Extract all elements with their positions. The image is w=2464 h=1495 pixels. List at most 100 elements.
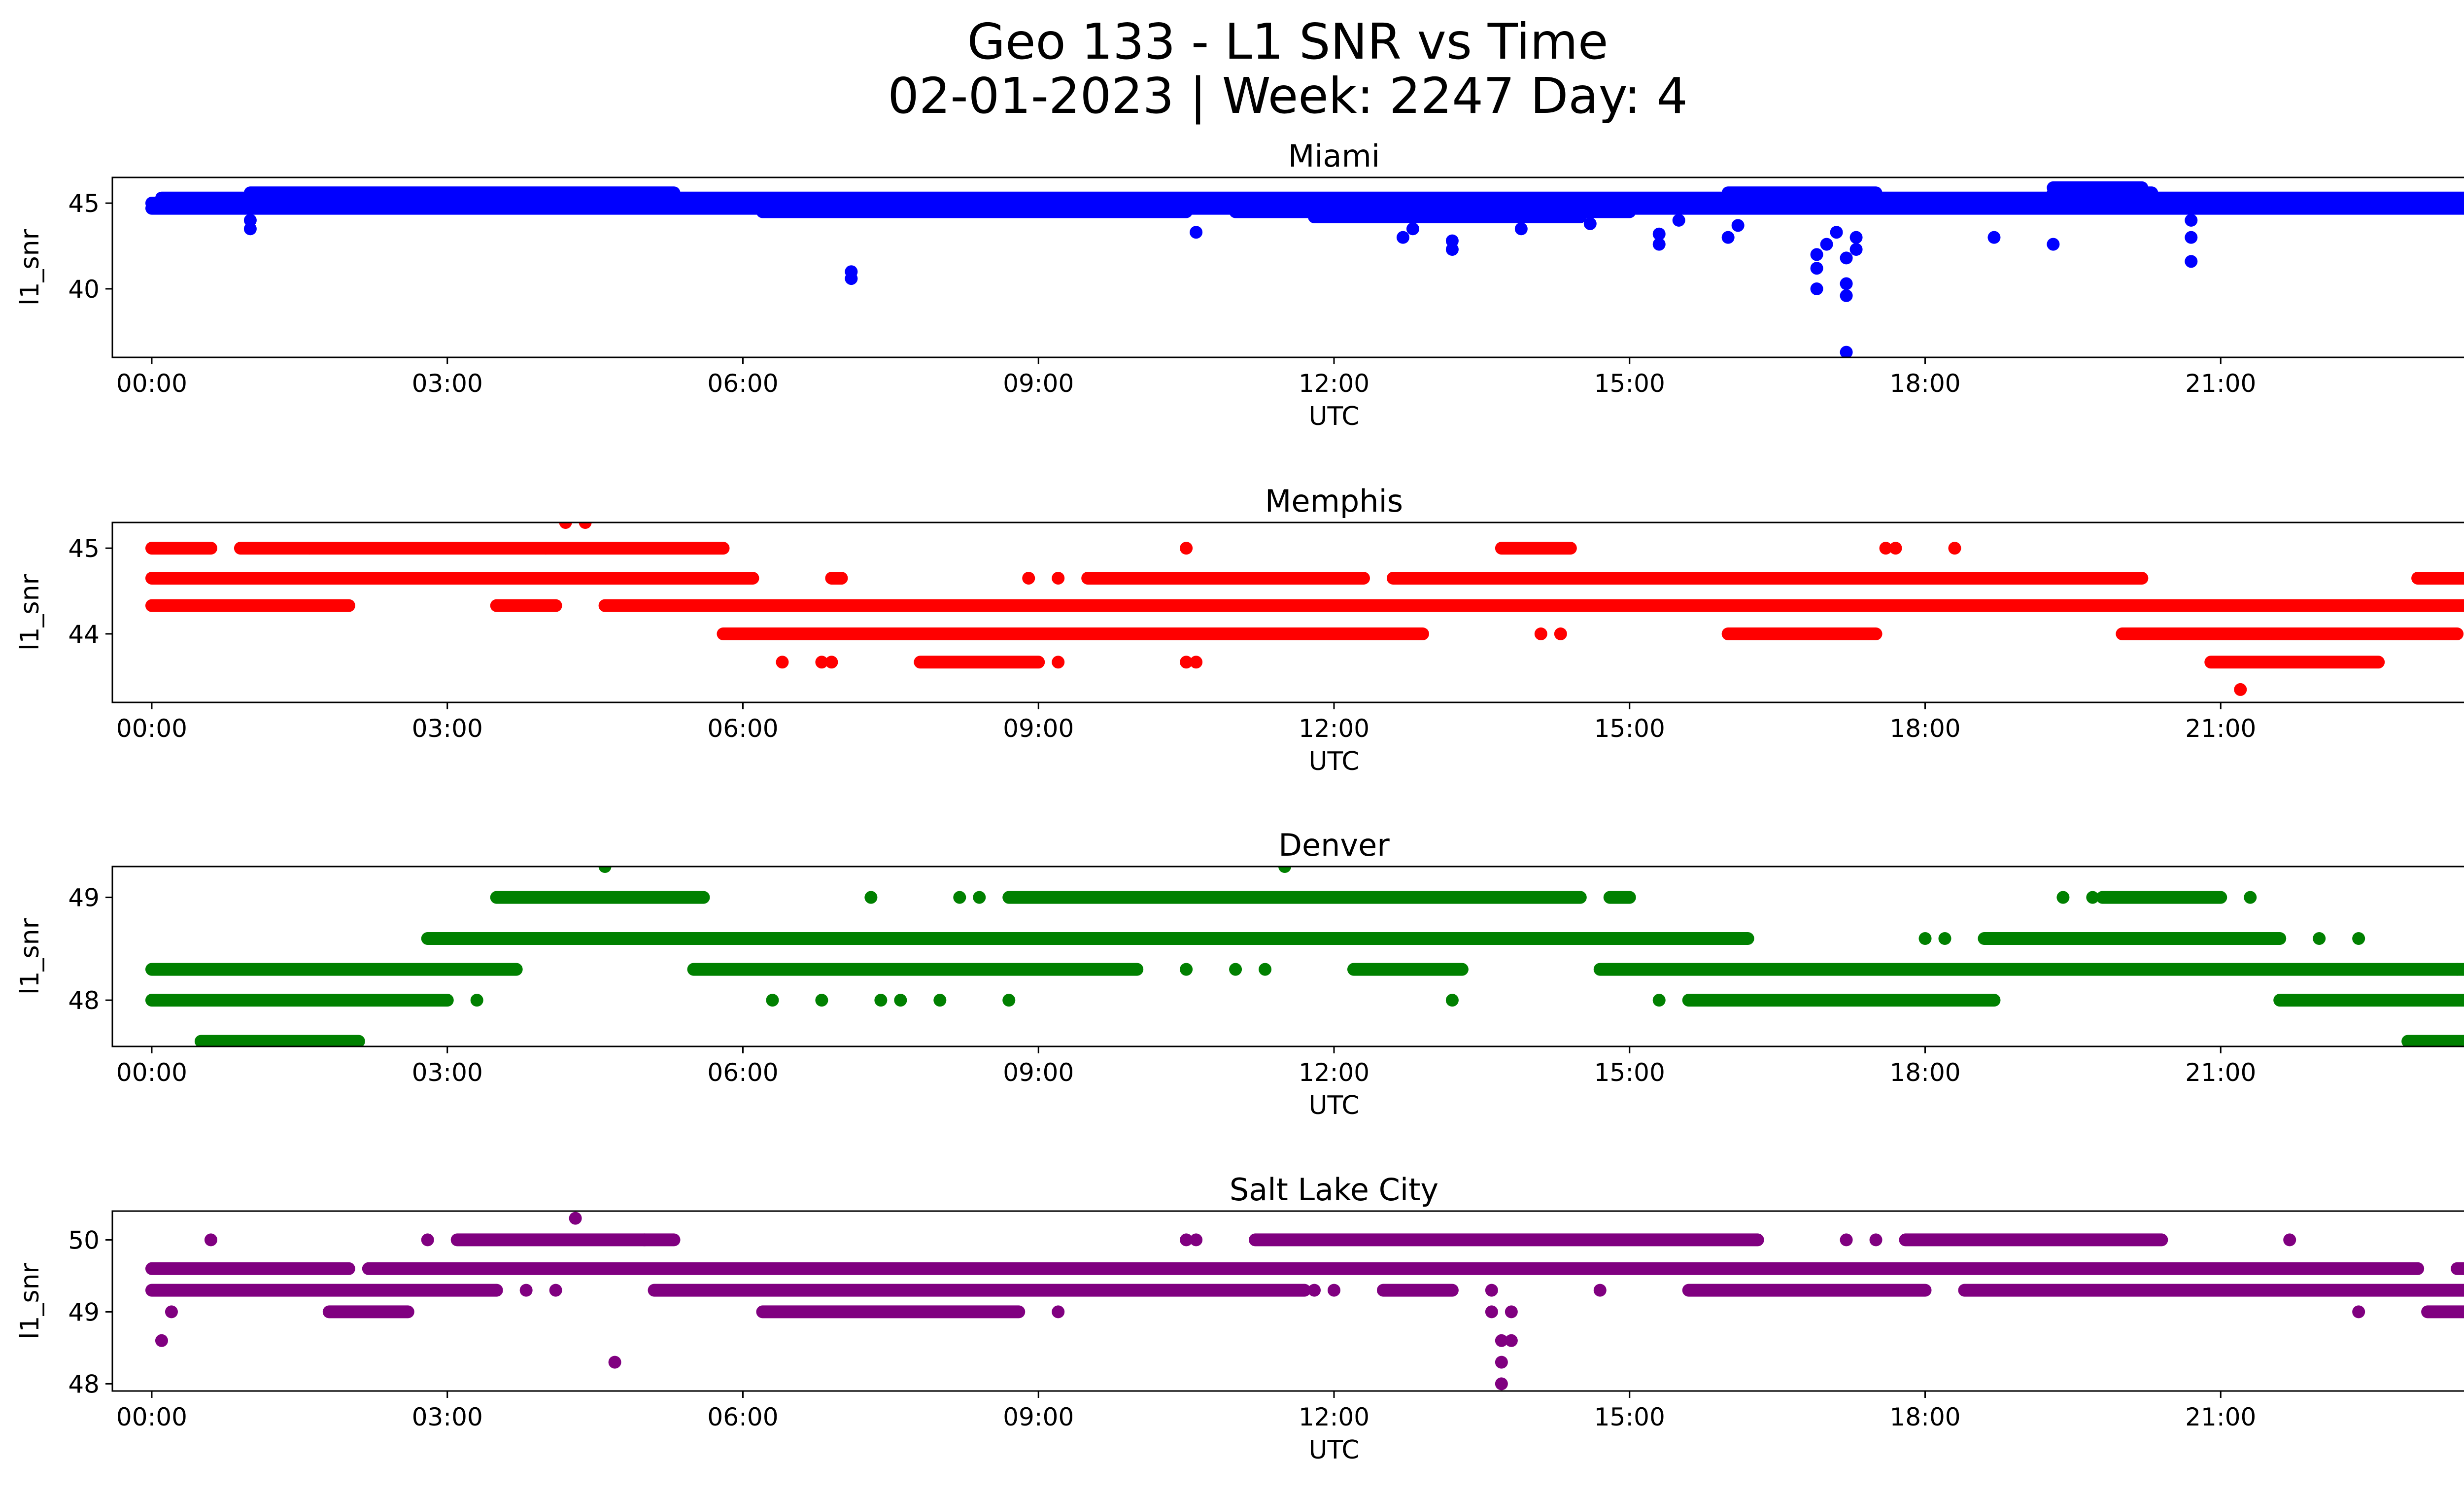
x-tick-label: 03:00 xyxy=(412,1058,483,1087)
subplot-denver: Denver 00:00 03:00 06:00 09:00 12:00 15:00 18:0… xyxy=(15,827,2464,1120)
data-point xyxy=(1652,994,1666,1007)
data-point xyxy=(243,213,257,227)
data-point xyxy=(1840,251,1853,265)
x-tick-label: 00:00 xyxy=(116,1403,187,1431)
data-point xyxy=(953,891,966,904)
x-tick-label: 09:00 xyxy=(1003,369,1074,398)
data-point xyxy=(1505,1305,1518,1319)
x-axis-label: UTC xyxy=(1308,747,1359,776)
data-point xyxy=(579,522,592,529)
subplot-title: Salt Lake City xyxy=(1230,1172,1438,1208)
data-point xyxy=(1731,219,1745,232)
data-point xyxy=(874,994,888,1007)
y-tick-label: 49 xyxy=(68,884,100,912)
data-point xyxy=(1180,656,1193,669)
y-axis-label: l1_snr xyxy=(15,574,45,651)
x-tick-label: 12:00 xyxy=(1299,369,1369,398)
data-point xyxy=(825,656,838,669)
subplot-salt-lake-city: Salt Lake City 00:00 03:00 06:00 09:00 12:00 1… xyxy=(15,1172,2464,1465)
data-point xyxy=(2401,627,2415,640)
x-tick-label: 21:00 xyxy=(2185,1403,2256,1431)
data-point xyxy=(1889,542,1902,555)
data-point xyxy=(2352,932,2365,945)
data-point xyxy=(2352,599,2365,612)
x-tick-label: 00:00 xyxy=(116,369,187,398)
data-point xyxy=(1840,1233,1853,1247)
x-tick-label: 21:00 xyxy=(2185,369,2256,398)
y-axis-label: l1_snr xyxy=(15,229,45,306)
data-point xyxy=(1396,571,1409,585)
subplot-title: Miami xyxy=(1288,138,1380,174)
data-point xyxy=(2313,932,2326,945)
data-point xyxy=(549,1284,562,1297)
data-point xyxy=(2185,231,2198,244)
data-layer xyxy=(145,1212,2464,1391)
y-tick-label: 48 xyxy=(68,986,100,1015)
subplot-memphis: Memphis 00:00 03:00 06:00 09:00 12:00 15:00 18:… xyxy=(15,483,2464,776)
data-point xyxy=(894,994,907,1007)
data-layer xyxy=(145,522,2464,696)
data-point xyxy=(1180,542,1193,555)
data-point xyxy=(845,265,858,278)
x-tick-label: 12:00 xyxy=(1299,1403,1369,1431)
data-point xyxy=(1820,238,1833,251)
figure-title-line2: 02-01-2023 | Week: 2247 Day: 4 xyxy=(888,67,1688,125)
y-tick-label: 50 xyxy=(68,1226,100,1254)
data-point xyxy=(776,656,789,669)
data-point xyxy=(2086,891,2099,904)
x-tick-label: 00:00 xyxy=(116,1058,187,1087)
x-tick-label: 12:00 xyxy=(1299,1058,1369,1087)
data-point xyxy=(1810,248,1823,261)
y-axis-label: l1_snr xyxy=(15,1262,45,1339)
x-tick-label: 21:00 xyxy=(2185,714,2256,743)
data-point xyxy=(1445,994,1459,1007)
data-point xyxy=(1514,222,1528,236)
data-point xyxy=(519,1284,533,1297)
x-tick-label: 09:00 xyxy=(1003,714,1074,743)
y-tick-label: 49 xyxy=(68,1298,100,1326)
x-tick-label: 12:00 xyxy=(1299,714,1369,743)
data-point xyxy=(569,1212,582,1225)
data-point xyxy=(1445,234,1459,247)
data-point xyxy=(815,656,828,669)
data-point xyxy=(1229,963,1242,976)
data-point xyxy=(2244,891,2257,904)
data-point xyxy=(1948,542,1961,555)
x-tick-label: 18:00 xyxy=(1889,714,1960,743)
data-point xyxy=(1308,1284,1321,1297)
data-point xyxy=(973,891,986,904)
data-point xyxy=(933,994,947,1007)
data-point xyxy=(598,867,612,873)
data-point xyxy=(1052,1305,1065,1319)
x-axis-label: UTC xyxy=(1308,402,1359,431)
data-point xyxy=(1652,238,1666,251)
data-point xyxy=(1840,346,1853,357)
data-point xyxy=(1190,656,1203,669)
data-point xyxy=(1849,231,1863,244)
x-tick-label: 15:00 xyxy=(1594,1403,1665,1431)
data-point xyxy=(1534,627,1547,640)
data-point xyxy=(1810,282,1823,295)
data-point xyxy=(2056,891,2070,904)
data-point xyxy=(1721,231,1735,244)
data-point xyxy=(165,1305,178,1319)
data-layer xyxy=(145,181,2464,357)
data-point xyxy=(1495,1334,1508,1347)
data-point xyxy=(1278,867,1292,873)
x-axis-label: UTC xyxy=(1308,1091,1359,1120)
x-tick-label: 09:00 xyxy=(1003,1058,1074,1087)
data-point xyxy=(204,1233,217,1247)
data-point xyxy=(2352,1305,2365,1319)
data-point xyxy=(1840,289,1853,302)
y-axis-label: l1_snr xyxy=(15,918,45,995)
x-tick-label: 18:00 xyxy=(1889,1058,1960,1087)
data-point xyxy=(1052,571,1065,585)
x-tick-label: 18:00 xyxy=(1889,1403,1960,1431)
data-point xyxy=(1495,1356,1508,1369)
data-point xyxy=(1830,226,1843,239)
subplot-title: Memphis xyxy=(1265,483,1403,519)
data-point xyxy=(421,1233,434,1247)
data-point xyxy=(1259,963,1272,976)
data-point xyxy=(1879,542,1892,555)
